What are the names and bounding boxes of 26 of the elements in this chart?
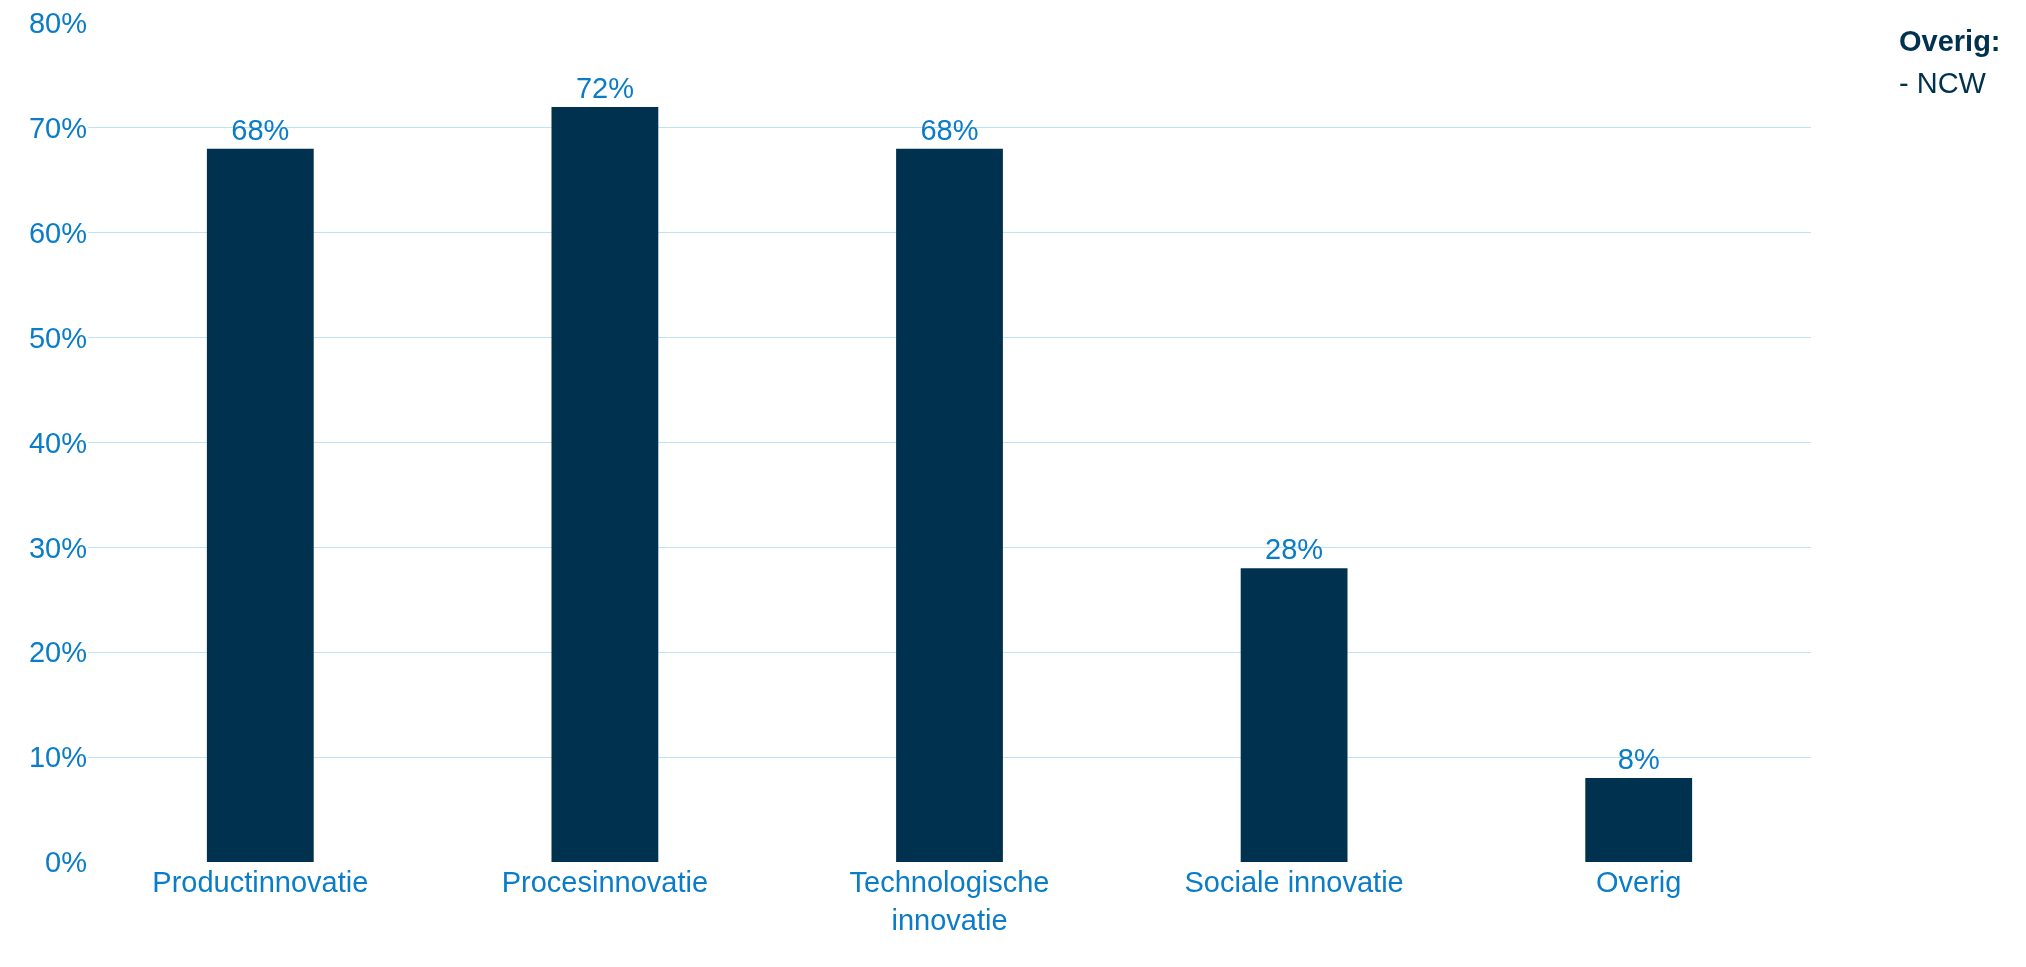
text: Overig:: [1899, 25, 2001, 57]
data-label: 68%: [920, 113, 979, 146]
bar: [206, 148, 314, 862]
x-tick-label: Productinnovatie: [152, 866, 369, 898]
text: - NCW: [1899, 67, 1987, 99]
bar: [1240, 568, 1348, 862]
y-tick-label: 40%: [28, 426, 87, 459]
bar: [551, 106, 659, 862]
y-tick-label: 20%: [28, 636, 87, 669]
data-label: 28%: [1265, 533, 1324, 566]
data-label: 68%: [231, 113, 290, 146]
y-tick-label: 0%: [45, 846, 87, 879]
y-tick-label: 80%: [28, 7, 87, 40]
data-label: 8%: [1617, 743, 1660, 776]
y-tick-label: 10%: [28, 741, 87, 774]
x-tick-label: Technologische innovatie: [849, 866, 1050, 936]
bar: [1585, 778, 1693, 862]
x-tick-label: Procesinnovatie: [501, 866, 709, 898]
bar: [896, 148, 1003, 862]
y-tick-label: 70%: [28, 112, 87, 145]
y-tick-label: 60%: [28, 216, 87, 249]
y-tick-label: 30%: [28, 531, 87, 564]
y-tick-label: 50%: [28, 321, 87, 354]
x-tick-label: Overig: [1595, 866, 1682, 898]
data-label: 72%: [575, 71, 634, 104]
x-tick-label: Sociale innovatie: [1184, 866, 1404, 898]
